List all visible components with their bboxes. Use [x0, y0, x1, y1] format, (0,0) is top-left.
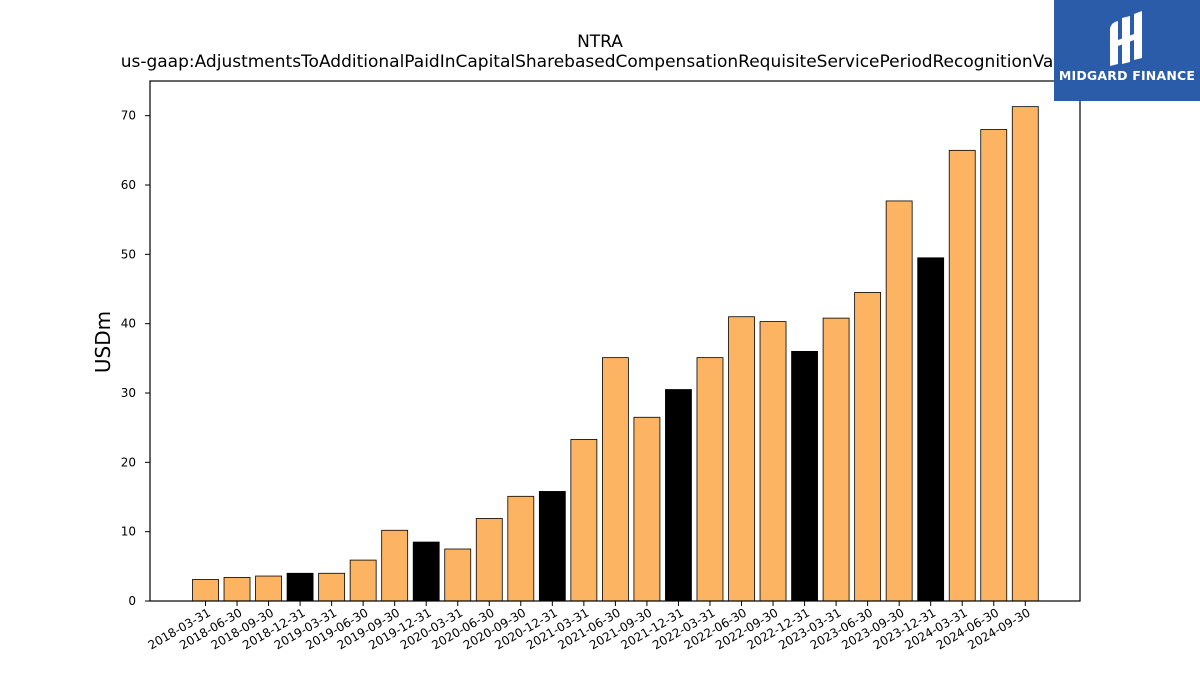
bar-2022-09-30 — [759, 321, 787, 602]
y-tick-label: 20 — [121, 455, 136, 469]
bar-2021-03-31 — [570, 439, 598, 602]
y-tick-label: 60 — [121, 178, 136, 192]
bar-2023-03-31 — [822, 317, 850, 602]
y-tick-label: 50 — [121, 247, 136, 261]
plot-frame — [149, 80, 1081, 602]
bar-2024-09-30 — [1011, 106, 1039, 602]
bar-2018-03-31 — [192, 579, 219, 602]
y-tick-label: 40 — [121, 317, 136, 331]
y-tick-label: 70 — [121, 109, 136, 123]
bar-2020-06-30 — [475, 518, 503, 602]
chart-subtitle: us-gaap:AdjustmentsToAdditionalPaidInCap… — [120, 52, 1080, 72]
bar-2020-12-31 — [538, 491, 566, 602]
bar-2020-09-30 — [507, 495, 535, 602]
bar-2019-06-30 — [349, 559, 377, 602]
bar-2022-12-31 — [791, 350, 818, 602]
bar-2021-12-31 — [665, 389, 692, 602]
bar-2018-06-30 — [223, 577, 251, 602]
bar-2018-09-30 — [255, 575, 282, 602]
chart-title: NTRA — [577, 32, 623, 52]
bar-2019-03-31 — [318, 572, 346, 602]
bar-2022-06-30 — [728, 316, 755, 602]
bar-2018-12-31 — [286, 572, 314, 602]
y-tick-label: 30 — [121, 386, 136, 400]
y-axis: 0 10 20 30 40 50 60 70 — [121, 109, 150, 608]
bar-2019-09-30 — [381, 529, 409, 602]
bar-2021-06-30 — [601, 357, 629, 602]
bar-2023-06-30 — [854, 292, 882, 602]
bar-2022-03-31 — [696, 357, 724, 602]
y-tick-label: 10 — [121, 525, 136, 539]
bar-2020-03-31 — [444, 548, 472, 602]
bar-2024-06-30 — [980, 129, 1008, 602]
y-axis-label: USDm — [91, 311, 115, 373]
logo-text: MIDGARD FINANCE — [1058, 68, 1196, 83]
bar-2024-03-31 — [948, 149, 976, 602]
bar-2023-12-31 — [917, 257, 945, 602]
midgard-finance-logo: MIDGARD FINANCE — [1054, 0, 1200, 101]
x-axis: 2018-03-312018-06-302018-09-302018-12-31… — [146, 601, 1033, 652]
bars-group — [192, 106, 1039, 602]
midgard-logo-icon — [1110, 11, 1142, 66]
bar-2023-09-30 — [885, 200, 913, 602]
y-tick-label: 0 — [128, 594, 136, 608]
bar-2019-12-31 — [412, 541, 440, 602]
bar-2021-09-30 — [633, 416, 661, 602]
